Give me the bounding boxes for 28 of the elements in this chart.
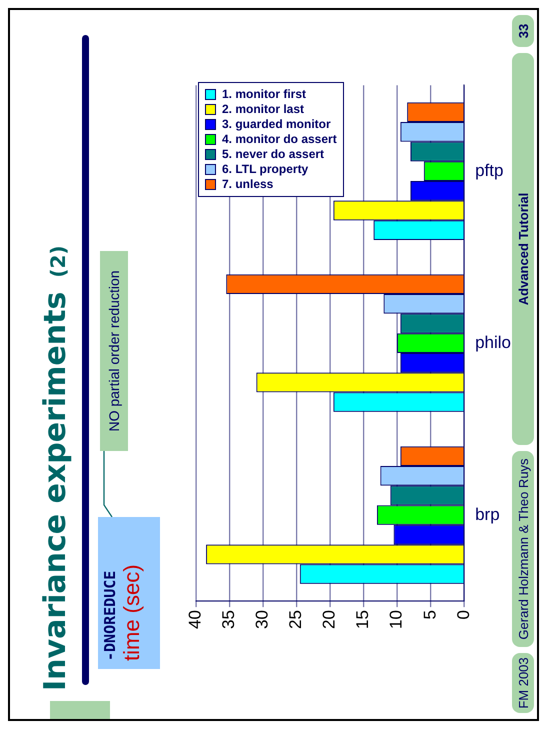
x-tick-label: 5 — [420, 610, 440, 620]
x-tick-label: 30 — [252, 610, 272, 630]
y-tick-label: philo — [475, 332, 512, 352]
y-tick-label: pftp — [475, 160, 504, 180]
x-tick-label: 40 — [186, 610, 205, 630]
text: Invariance experiments — [38, 292, 73, 691]
x-tick-label: 0 — [454, 610, 473, 620]
y-tick-label: brp — [475, 504, 500, 524]
legend-label: 7. unless — [222, 177, 274, 192]
text: -DNOREDUCE — [101, 570, 119, 661]
legend-label: 3. guarded monitor — [222, 117, 331, 132]
text: Gerard Holzmann & Theo Ruys — [512, 451, 534, 647]
legend-label: 6. LTL property — [222, 162, 308, 177]
legend-label: 1. monitor first — [222, 87, 306, 102]
x-tick-label: 15 — [353, 610, 372, 630]
x-tick-label: 25 — [286, 610, 306, 630]
legend-label: 4. monitor do assert — [222, 132, 337, 147]
text: Advanced Tutorial — [512, 53, 534, 445]
x-tick-label: 35 — [219, 610, 238, 630]
text: FM 2003 — [512, 653, 534, 713]
legend-label: 2. monitor last — [222, 102, 304, 117]
x-tick-label: 20 — [320, 610, 339, 630]
x-tick-label: 10 — [386, 610, 406, 630]
text: NO partial order reduction — [100, 251, 128, 451]
y-axis-title: time (sec) — [119, 563, 145, 661]
text: (2) — [46, 245, 70, 278]
legend-label: 5. never do assert — [222, 147, 324, 162]
text: 33 — [512, 15, 534, 47]
